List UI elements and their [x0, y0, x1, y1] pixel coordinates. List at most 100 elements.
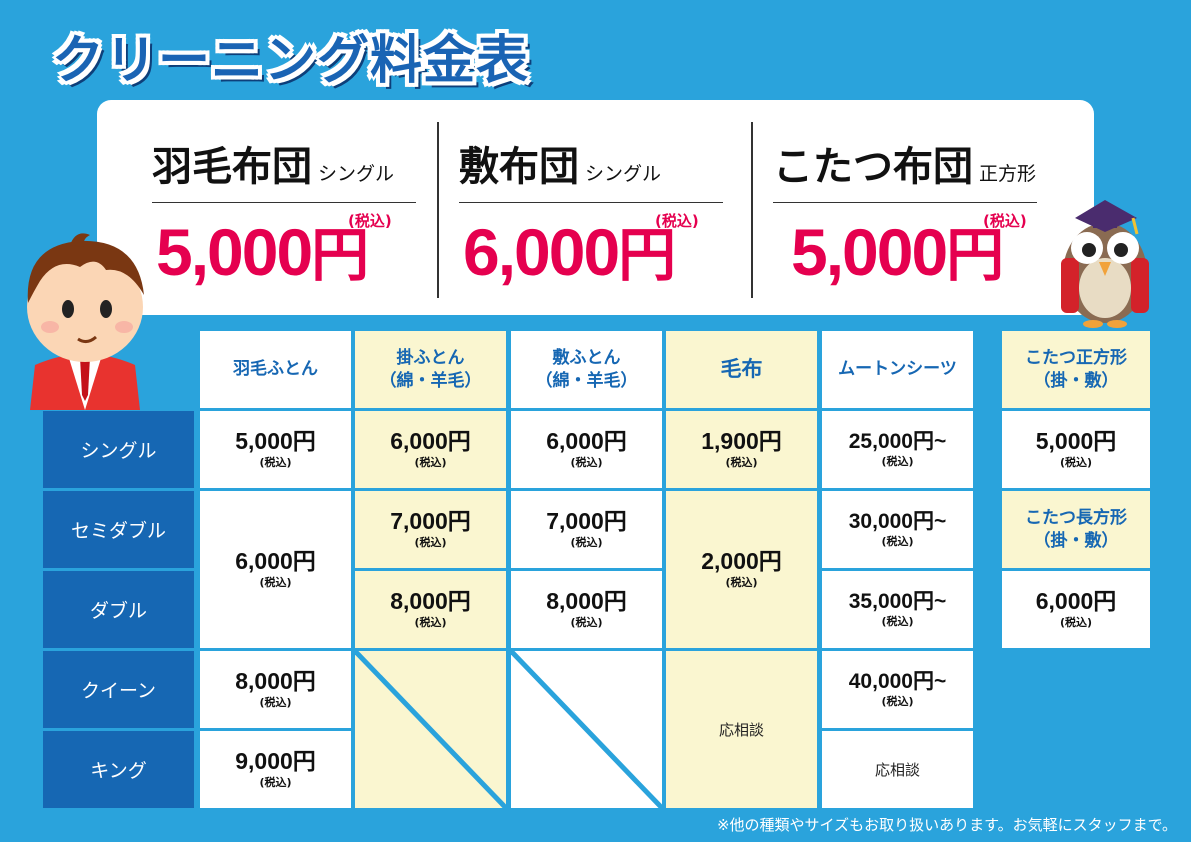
price-cell: 5,000円 (税込)	[1002, 411, 1150, 488]
price-value: 5,000円	[235, 427, 316, 454]
price-cell: 35,000円~ (税込)	[822, 571, 973, 648]
featured-tax: (税込)	[348, 212, 392, 230]
featured-down-futon: 羽毛布団 シングル 5,000円 (税込)	[152, 122, 422, 302]
price-cell: 6,000円 (税込)	[1002, 571, 1150, 648]
price-cell: 8,000円 (税込)	[200, 651, 351, 728]
tax-label: (税込)	[1059, 455, 1093, 469]
column-header-kake-futon: 掛ふとん （綿・羊毛）	[355, 331, 506, 408]
featured-panel: 羽毛布団 シングル 5,000円 (税込) 敷布団 シングル 6,000円 (税込)…	[97, 100, 1094, 315]
column-header-blanket: 毛布	[666, 331, 817, 408]
footnote: ※他の種類やサイズもお取り扱いあります。お気軽にスタッフまで。	[716, 816, 1177, 834]
price-cell: 8,000円 (税込)	[355, 571, 506, 648]
tax-label: (税込)	[570, 615, 603, 629]
price-cell: 25,000円~ (税込)	[822, 411, 973, 488]
row-header-double: ダブル	[43, 571, 194, 648]
price-value: 30,000円~	[848, 509, 947, 533]
row-header-king: キング	[43, 731, 194, 808]
price-value: 8,000円	[390, 587, 471, 614]
tax-label: (税込)	[414, 535, 447, 549]
tax-label: (税込)	[414, 615, 447, 629]
featured-shiki-futon: 敷布団 シングル 6,000円 (税込)	[459, 122, 729, 302]
tax-label: (税込)	[725, 455, 758, 469]
owl-mascot-illustration	[1061, 200, 1149, 328]
price-cell: 1,900円 (税込)	[666, 411, 817, 488]
featured-name: 敷布団	[459, 144, 579, 190]
price-value: 1,900円	[701, 427, 782, 454]
price-value: 40,000円~	[848, 669, 947, 693]
tax-label: (税込)	[259, 695, 292, 709]
featured-price: 5,000	[791, 215, 948, 289]
featured-name: こたつ布団	[773, 144, 973, 190]
column-header-label: 羽毛ふとん	[233, 359, 318, 380]
price-value: 6,000円	[1035, 587, 1117, 614]
price-value: 7,000円	[546, 507, 627, 534]
consult-cell: 応相談	[666, 651, 817, 808]
price-value: 6,000円	[390, 427, 471, 454]
boy-mascot-illustration	[27, 233, 144, 410]
column-header-sublabel: （綿・羊毛）	[535, 370, 638, 391]
consult-cell: 応相談	[822, 731, 973, 808]
tax-label: (税込)	[881, 614, 914, 628]
column-header-label: 敷ふとん	[552, 348, 621, 369]
kotatsu-square-header: こたつ正方形 （掛・敷）	[1002, 331, 1150, 408]
price-value: 9,000円	[235, 747, 316, 774]
tax-label: (税込)	[259, 775, 292, 789]
price-value: 25,000円~	[848, 429, 947, 453]
featured-size: シングル	[318, 163, 395, 185]
price-value: 6,000円	[546, 427, 627, 454]
divider	[437, 122, 439, 298]
featured-price: 6,000	[463, 215, 620, 289]
price-cell: 5,000円 (税込)	[200, 411, 351, 488]
price-value: 8,000円	[546, 587, 627, 614]
price-cell: 9,000円 (税込)	[200, 731, 351, 808]
row-header-single: シングル	[43, 411, 194, 488]
diagonal-slash	[511, 651, 662, 808]
price-cell: 7,000円 (税込)	[511, 491, 662, 568]
tax-label: (税込)	[1059, 615, 1093, 629]
page-title: クリーニング料金表	[52, 31, 530, 91]
kotatsu-square-sub: （掛・敷）	[1033, 370, 1119, 391]
consult-label: 応相談	[718, 721, 764, 739]
tax-label: (税込)	[259, 455, 292, 469]
column-header-shiki-futon: 敷ふとん （綿・羊毛）	[511, 331, 662, 408]
featured-tax: (税込)	[655, 212, 699, 230]
not-available-cell	[355, 651, 506, 808]
column-header-label: ムートンシーツ	[838, 359, 957, 380]
diagonal-slash	[355, 651, 506, 808]
featured-yen: 円	[618, 223, 676, 288]
row-header-queen: クイーン	[43, 651, 194, 728]
price-value: 35,000円~	[848, 589, 947, 613]
price-cell: 8,000円 (税込)	[511, 571, 662, 648]
column-header-label: 毛布	[720, 356, 763, 381]
price-value: 7,000円	[390, 507, 471, 534]
row-header-semi-double: セミダブル	[43, 491, 194, 568]
column-header-label: 掛ふとん	[396, 348, 465, 369]
price-value: 2,000円	[701, 547, 782, 574]
price-cell: 30,000円~ (税込)	[822, 491, 973, 568]
price-cell: 2,000円 (税込)	[666, 491, 817, 648]
featured-size: シングル	[585, 163, 662, 185]
divider	[751, 122, 753, 298]
column-header-mouton-sheet: ムートンシーツ	[822, 331, 973, 408]
column-header-sublabel: （綿・羊毛）	[379, 370, 482, 391]
kotatsu-rect-sub: （掛・敷）	[1033, 530, 1119, 551]
tax-label: (税込)	[259, 575, 292, 589]
consult-label: 応相談	[874, 761, 920, 779]
price-value: 6,000円	[235, 547, 316, 574]
kotatsu-square-title: こたつ正方形	[1025, 348, 1127, 369]
featured-tax: (税込)	[983, 212, 1027, 230]
not-available-cell	[511, 651, 662, 808]
featured-kotatsu-futon: こたつ布団 正方形 5,000円 (税込)	[773, 122, 1043, 302]
featured-size: 正方形	[979, 163, 1037, 185]
price-cell: 7,000円 (税込)	[355, 491, 506, 568]
featured-price: 5,000	[156, 215, 313, 289]
tax-label: (税込)	[725, 575, 758, 589]
tax-label: (税込)	[881, 454, 914, 468]
tax-label: (税込)	[414, 455, 447, 469]
price-cell: 6,000円 (税込)	[200, 491, 351, 648]
tax-label: (税込)	[570, 455, 603, 469]
price-cell: 40,000円~ (税込)	[822, 651, 973, 728]
tax-label: (税込)	[570, 535, 603, 549]
price-cell: 6,000円 (税込)	[355, 411, 506, 488]
column-header-down-futon: 羽毛ふとん	[200, 331, 351, 408]
